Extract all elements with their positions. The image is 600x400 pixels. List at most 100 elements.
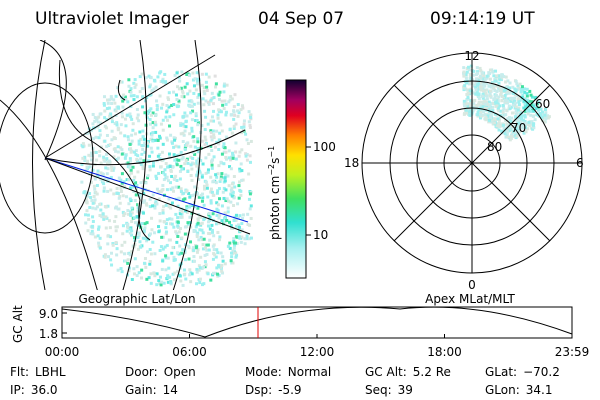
date: 04 Sep 07 — [258, 9, 344, 29]
pixel — [85, 209, 89, 213]
pixel — [474, 81, 478, 85]
pixel — [526, 107, 530, 111]
pixel — [180, 95, 184, 99]
pixel — [181, 139, 185, 143]
pixel — [115, 123, 119, 127]
pixel — [471, 109, 475, 113]
pixel — [205, 183, 209, 187]
pixel — [211, 257, 215, 261]
pixel — [525, 94, 529, 98]
info-label: Seq: — [365, 383, 392, 397]
pixel — [513, 93, 517, 97]
pixel — [226, 206, 230, 210]
pixel — [529, 113, 533, 117]
pixel — [147, 276, 151, 280]
pixel — [132, 98, 136, 102]
pixel — [537, 108, 541, 112]
pixel — [182, 95, 186, 99]
pixel — [212, 179, 216, 183]
pixel — [231, 154, 235, 158]
pixel — [200, 221, 204, 225]
pixel — [506, 135, 510, 139]
pixel — [540, 113, 544, 117]
pixel — [126, 251, 130, 255]
pixel — [140, 268, 144, 272]
pixel — [482, 74, 486, 78]
pixel — [98, 121, 102, 125]
pixel — [489, 116, 493, 120]
info-field: GLat: −70.2 — [485, 365, 560, 379]
pixel — [136, 235, 140, 239]
pixel — [493, 118, 497, 122]
pixel — [220, 152, 224, 156]
pixel — [495, 74, 499, 78]
pixel — [469, 87, 473, 91]
pixel — [84, 221, 88, 225]
pixel — [504, 113, 508, 117]
pixel — [544, 116, 548, 120]
pixel — [220, 129, 224, 133]
pixel — [141, 144, 145, 148]
pixel — [519, 117, 523, 121]
pixel — [216, 230, 220, 234]
pixel — [130, 250, 134, 254]
pixel — [238, 188, 242, 192]
pixel — [188, 273, 192, 277]
pixel — [247, 110, 251, 114]
pixel — [176, 204, 180, 208]
pixel — [170, 217, 174, 221]
pixel — [484, 116, 488, 120]
pixel — [172, 258, 176, 262]
pixel — [102, 215, 106, 219]
pixel — [196, 95, 200, 99]
pixel — [133, 85, 137, 89]
pixel — [525, 103, 529, 107]
pixel — [191, 246, 195, 250]
pixel — [87, 153, 91, 157]
pixel — [215, 207, 219, 211]
pixel — [227, 100, 231, 104]
pixel — [98, 154, 102, 158]
pixel — [500, 73, 504, 77]
pixel — [523, 115, 527, 119]
pixel — [136, 154, 140, 158]
pixel — [193, 152, 197, 156]
pixel — [135, 215, 139, 219]
pixel — [176, 269, 180, 273]
pixel — [186, 221, 190, 225]
pixel — [466, 91, 470, 95]
pixel — [148, 109, 152, 113]
mlt-label: 18 — [344, 156, 359, 170]
pixel — [211, 244, 215, 248]
pixel — [154, 85, 158, 89]
pixel — [145, 116, 149, 120]
pixel — [237, 111, 241, 115]
pixel — [516, 133, 520, 137]
pixel — [507, 91, 511, 95]
pixel — [496, 74, 500, 78]
pixel — [164, 256, 168, 260]
unit: photon cm — [268, 176, 282, 240]
pixel — [514, 101, 518, 105]
pixel — [202, 86, 206, 90]
pixel — [508, 81, 512, 85]
pixel — [188, 104, 192, 108]
pixel — [127, 173, 131, 177]
pixel — [241, 178, 245, 182]
pixel — [224, 110, 228, 114]
pixel — [506, 79, 510, 83]
pixel — [492, 74, 496, 78]
pixel — [156, 154, 160, 158]
pixel — [148, 118, 152, 122]
pixel — [134, 193, 138, 197]
pixel — [247, 120, 251, 124]
pixel — [146, 237, 150, 241]
pixel — [172, 113, 176, 117]
pixel — [530, 103, 534, 107]
pixel — [122, 213, 126, 217]
pixel — [149, 113, 153, 117]
pixel — [198, 171, 202, 175]
pixel — [91, 112, 95, 116]
pixel — [154, 123, 158, 127]
pixel — [109, 251, 113, 255]
